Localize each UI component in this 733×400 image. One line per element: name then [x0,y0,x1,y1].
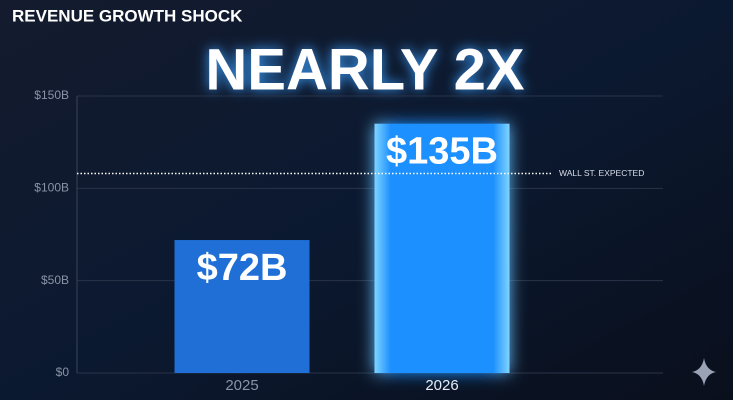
x-tick-label: 2025 [225,377,258,394]
x-tick-label: 2026 [425,377,458,394]
y-tick-label: $100B [34,181,69,195]
bar [174,240,310,373]
reference-label: WALL ST. EXPECTED [559,168,644,178]
y-tick-label: $150B [34,88,69,102]
y-tick-label: $50B [41,273,69,287]
value-label: $135B [386,131,498,173]
headline: NEARLY 2X [205,37,524,102]
chart-title: REVENUE GROWTH SHOCK [12,6,243,25]
value-label: $72B [197,247,288,289]
y-tick-label: $0 [56,365,70,379]
bar [374,123,510,373]
sparkle-icon [692,358,716,386]
